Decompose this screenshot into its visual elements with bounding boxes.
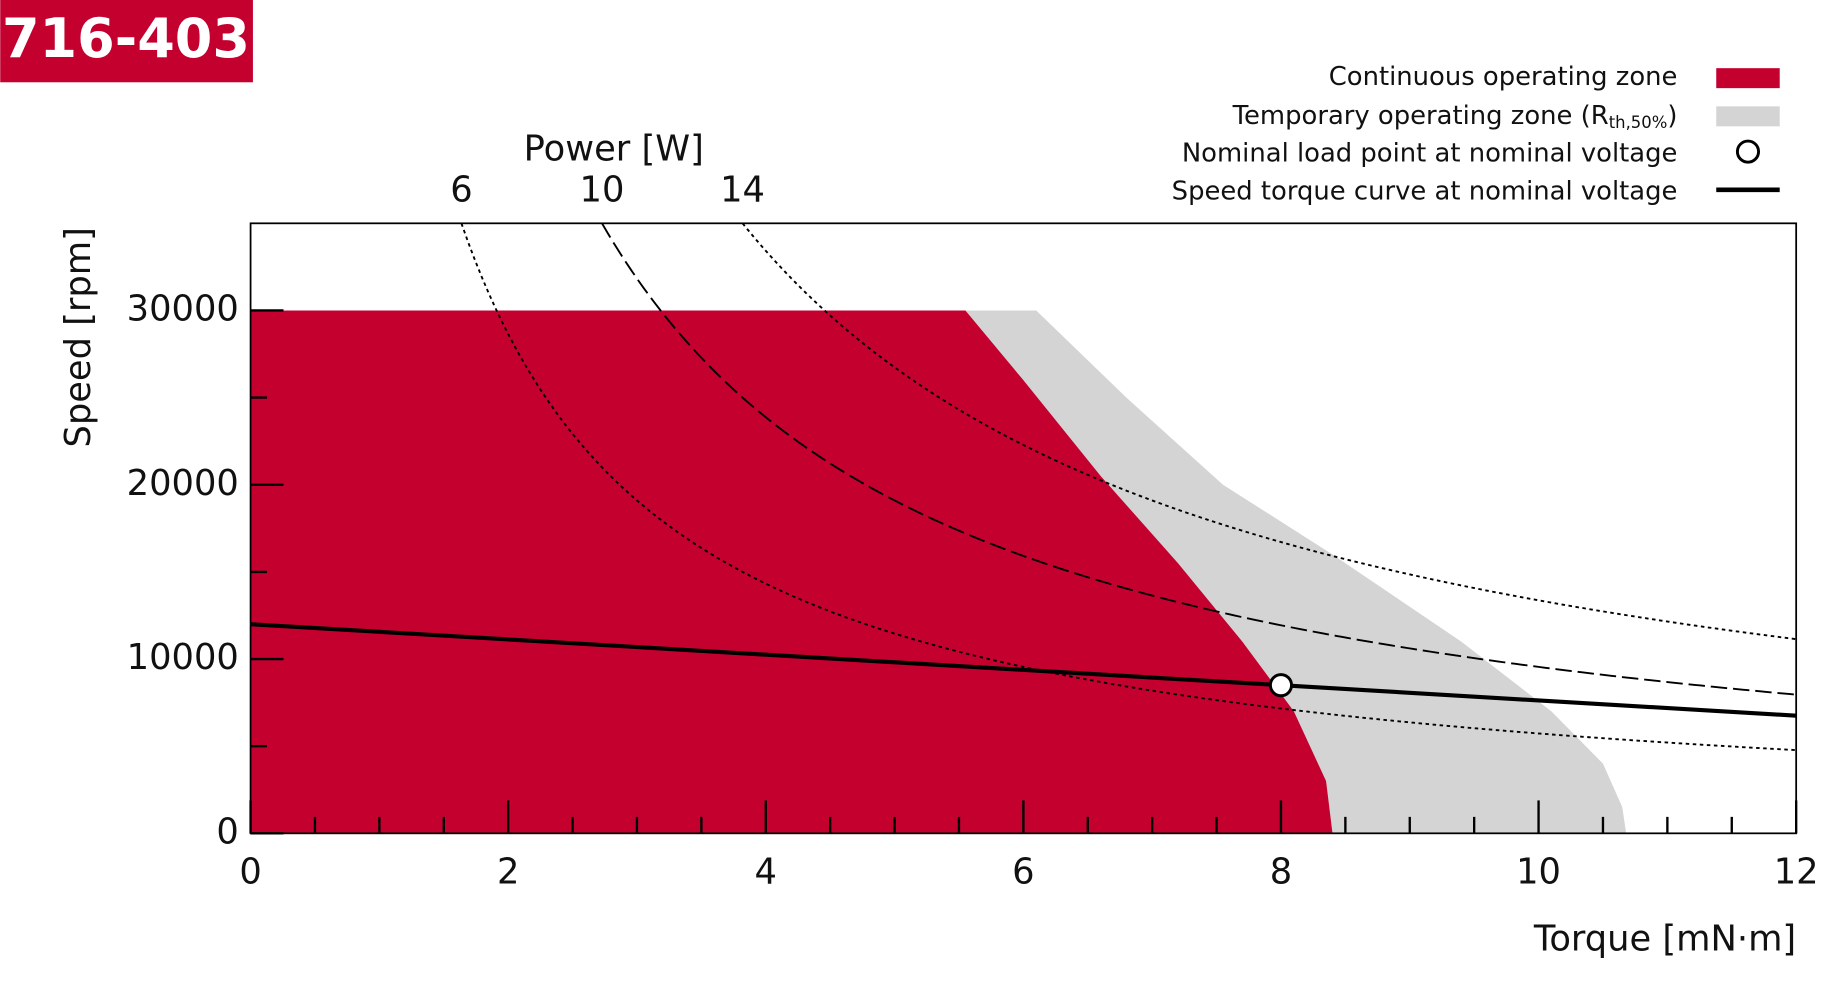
legend-swatch: [1735, 139, 1761, 164]
axes: 0 2 4 6 8 10 12 0 10000 20000 30000: [127, 222, 1819, 892]
y-tick-label: 20000: [127, 463, 239, 504]
x-tick-label: 8: [1270, 851, 1292, 892]
legend: Continuous operating zone Temporary opera…: [1172, 62, 1780, 207]
legend-label-part: ): [1667, 100, 1677, 130]
x-tick-label: 0: [239, 851, 261, 892]
y-tick-label: 0: [216, 811, 238, 852]
legend-label: Temporary operating zone (Rth,50%): [1232, 100, 1678, 131]
nominal-point: [1268, 673, 1294, 698]
operating-zone: [250, 310, 1333, 834]
legend-label-part: th,50%: [1609, 112, 1668, 131]
x-tick-label: 12: [1774, 851, 1819, 892]
x-tick-label: 6: [1012, 851, 1034, 892]
x-tick-label: 10: [1516, 851, 1561, 892]
y-tick-label: 10000: [127, 637, 239, 678]
legend-label: Nominal load point at nominal voltage: [1182, 138, 1678, 168]
chart-title: 716-403: [2, 7, 250, 70]
title-box: [0, 0, 253, 83]
x-tick-label: 2: [497, 851, 519, 892]
legend-swatch: [1716, 106, 1780, 127]
power-curve: [601, 222, 1797, 696]
zones: [250, 310, 1627, 834]
legend-label-part: Temporary operating zone (R: [1232, 100, 1609, 130]
x-axis-label: Torque [mN·m]: [1533, 918, 1796, 959]
legend-label: Continuous operating zone: [1329, 62, 1678, 92]
power-curve: [741, 222, 1797, 641]
power-tick-label: 14: [720, 170, 765, 211]
y-axis-label: Speed [rpm]: [58, 227, 99, 447]
legend-swatch: [1716, 68, 1780, 89]
y-tick-label: 30000: [127, 288, 239, 329]
x-tick-label: 4: [755, 851, 777, 892]
lines: 6 10 14: [250, 170, 1797, 752]
power-axis-label: Power [W]: [524, 128, 704, 169]
power-tick-label: 6: [450, 170, 472, 211]
power-tick-label: 10: [580, 170, 625, 211]
legend-label: Speed torque curve at nominal voltage: [1172, 177, 1678, 207]
power-curve: [460, 223, 1797, 752]
